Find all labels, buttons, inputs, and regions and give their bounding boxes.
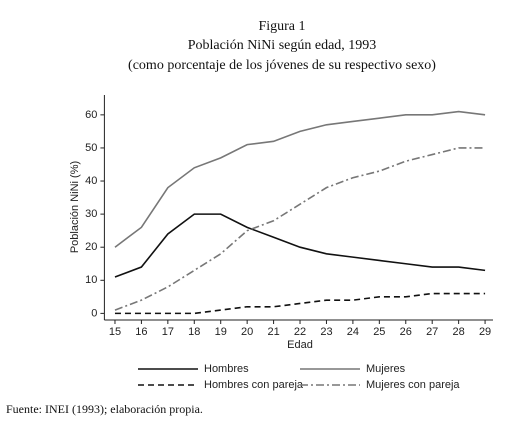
legend-label: Hombres xyxy=(204,363,249,375)
x-tick-label: 28 xyxy=(453,326,465,338)
line-series xyxy=(114,292,486,315)
x-tick-label: 26 xyxy=(400,326,412,338)
x-tick-label: 16 xyxy=(135,326,147,338)
chart-title: Figura 1 xyxy=(258,19,305,34)
x-tick-label: 19 xyxy=(215,326,227,338)
x-tick-label: 23 xyxy=(320,326,332,338)
x-tick-label: 17 xyxy=(162,326,174,338)
y-tick-label: 20 xyxy=(85,241,97,253)
legend-box xyxy=(104,355,494,397)
line-series xyxy=(114,147,486,311)
x-tick-label: 18 xyxy=(188,326,200,338)
y-tick-label: 10 xyxy=(85,274,97,286)
chart-subtitle: Población NiNi según edad, 1993 xyxy=(188,38,377,53)
x-tick-label: 22 xyxy=(294,326,306,338)
x-tick-label: 20 xyxy=(241,326,253,338)
legend-label: Mujeres xyxy=(366,363,406,375)
x-axis-label: Edad xyxy=(287,339,313,351)
x-tick-label: 21 xyxy=(267,326,279,338)
y-tick-label: 40 xyxy=(85,175,97,187)
x-tick-label: 24 xyxy=(347,326,359,338)
x-tick-label: 15 xyxy=(109,326,121,338)
line-series xyxy=(114,213,486,278)
source-note: Fuente: INEI (1993); elaboración propia. xyxy=(6,402,203,416)
y-tick-label: 60 xyxy=(85,109,97,121)
line-series xyxy=(114,110,486,248)
y-tick-label: 30 xyxy=(85,208,97,220)
x-tick-label: 25 xyxy=(373,326,385,338)
x-tick-label: 27 xyxy=(426,326,438,338)
x-tick-label: 29 xyxy=(479,326,491,338)
legend-label: Hombres con pareja xyxy=(204,379,304,391)
legend-label: Mujeres con pareja xyxy=(366,379,460,391)
y-tick-label: 0 xyxy=(91,307,97,319)
chart-subtitle: (como porcentaje de los jóvenes de su re… xyxy=(128,58,436,73)
y-axis-label: Población NiNi (%) xyxy=(69,161,81,253)
y-tick-label: 50 xyxy=(85,142,97,154)
